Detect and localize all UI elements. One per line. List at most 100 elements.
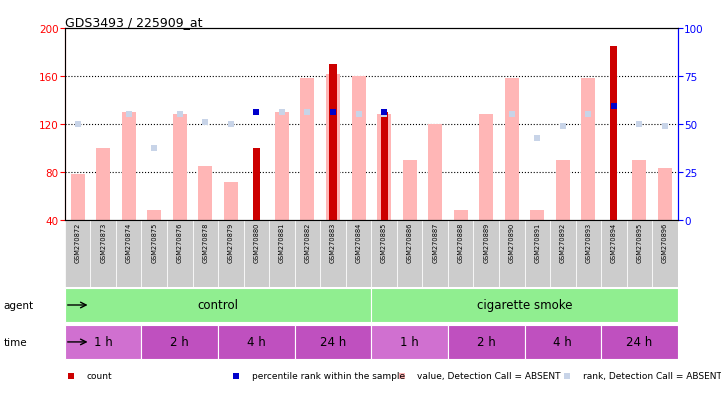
Text: GSM270885: GSM270885	[381, 223, 387, 263]
Text: GSM270888: GSM270888	[458, 223, 464, 263]
Bar	[428, 125, 442, 221]
Text: GSM270879: GSM270879	[228, 223, 234, 263]
Text: count: count	[87, 372, 112, 380]
Bar	[658, 169, 672, 221]
Text: GSM270891: GSM270891	[534, 223, 540, 263]
Bar	[167, 221, 193, 287]
Bar	[224, 182, 238, 221]
Text: 4 h: 4 h	[554, 336, 572, 349]
Text: GSM270884: GSM270884	[355, 223, 361, 263]
Text: agent: agent	[4, 300, 34, 310]
Bar	[653, 221, 678, 287]
Bar	[423, 221, 448, 287]
Text: GSM270883: GSM270883	[330, 223, 336, 263]
Bar	[295, 221, 320, 287]
Bar	[65, 221, 90, 287]
Bar	[147, 211, 162, 221]
Bar	[352, 77, 366, 221]
Text: GSM270896: GSM270896	[662, 223, 668, 263]
Bar	[71, 175, 84, 221]
Text: 1 h: 1 h	[400, 336, 419, 349]
Bar	[632, 161, 647, 221]
Text: GSM270880: GSM270880	[253, 223, 260, 263]
Bar	[253, 149, 260, 221]
Bar	[218, 221, 244, 287]
Bar	[377, 115, 391, 221]
Bar	[193, 221, 218, 287]
Text: value, Detection Call = ABSENT: value, Detection Call = ABSENT	[417, 372, 561, 380]
Text: GSM270872: GSM270872	[75, 223, 81, 263]
Bar	[454, 211, 468, 221]
Text: GSM270878: GSM270878	[203, 223, 208, 263]
Bar	[474, 221, 499, 287]
Bar	[381, 113, 388, 221]
Bar	[556, 161, 570, 221]
Text: percentile rank within the sample: percentile rank within the sample	[252, 372, 405, 380]
Bar	[371, 221, 397, 287]
Text: GSM270895: GSM270895	[637, 223, 642, 263]
Bar	[326, 74, 340, 221]
Bar	[116, 221, 141, 287]
Bar	[499, 221, 525, 287]
Bar	[601, 325, 678, 358]
Bar	[525, 325, 601, 358]
Bar	[505, 79, 519, 221]
Bar	[601, 221, 627, 287]
Bar	[627, 221, 653, 287]
Bar	[448, 221, 474, 287]
Bar	[244, 221, 269, 287]
Text: 4 h: 4 h	[247, 336, 266, 349]
Bar	[329, 65, 337, 221]
Text: GSM270893: GSM270893	[585, 223, 591, 263]
Bar	[275, 113, 289, 221]
Text: control: control	[198, 299, 239, 312]
Bar	[65, 289, 371, 322]
Bar	[525, 221, 550, 287]
Bar	[320, 221, 346, 287]
Text: GSM270886: GSM270886	[407, 223, 412, 263]
Bar	[218, 325, 295, 358]
Text: time: time	[4, 337, 27, 347]
Text: rank, Detection Call = ABSENT: rank, Detection Call = ABSENT	[583, 372, 721, 380]
Bar	[479, 115, 493, 221]
Bar	[269, 221, 295, 287]
Text: GSM270887: GSM270887	[432, 223, 438, 263]
Text: GSM270876: GSM270876	[177, 223, 183, 263]
Bar	[550, 221, 575, 287]
Text: GSM270874: GSM270874	[125, 223, 132, 263]
Text: 1 h: 1 h	[94, 336, 112, 349]
Bar	[301, 79, 314, 221]
Bar	[575, 221, 601, 287]
Bar	[581, 79, 596, 221]
Text: GSM270881: GSM270881	[279, 223, 285, 263]
Text: 24 h: 24 h	[320, 336, 346, 349]
Bar	[371, 289, 678, 322]
Text: 2 h: 2 h	[170, 336, 189, 349]
Bar	[448, 325, 525, 358]
Text: GSM270882: GSM270882	[304, 223, 311, 263]
Text: GSM270873: GSM270873	[100, 223, 106, 263]
Bar	[295, 325, 371, 358]
Bar	[173, 115, 187, 221]
Bar	[346, 221, 371, 287]
Text: cigarette smoke: cigarette smoke	[477, 299, 572, 312]
Bar	[141, 221, 167, 287]
Bar	[122, 113, 136, 221]
Text: 2 h: 2 h	[477, 336, 495, 349]
Text: GSM270889: GSM270889	[483, 223, 490, 263]
Bar	[198, 166, 213, 221]
Bar	[141, 325, 218, 358]
Bar	[610, 47, 617, 221]
Bar	[530, 211, 544, 221]
Text: GSM270875: GSM270875	[151, 223, 157, 263]
Bar	[402, 161, 417, 221]
Text: GSM270892: GSM270892	[559, 223, 566, 263]
Text: GSM270894: GSM270894	[611, 223, 617, 263]
Text: 24 h: 24 h	[627, 336, 653, 349]
Text: GDS3493 / 225909_at: GDS3493 / 225909_at	[65, 16, 203, 29]
Bar	[65, 325, 141, 358]
Bar	[96, 149, 110, 221]
Bar	[371, 325, 448, 358]
Text: GSM270890: GSM270890	[509, 223, 515, 263]
Bar	[90, 221, 116, 287]
